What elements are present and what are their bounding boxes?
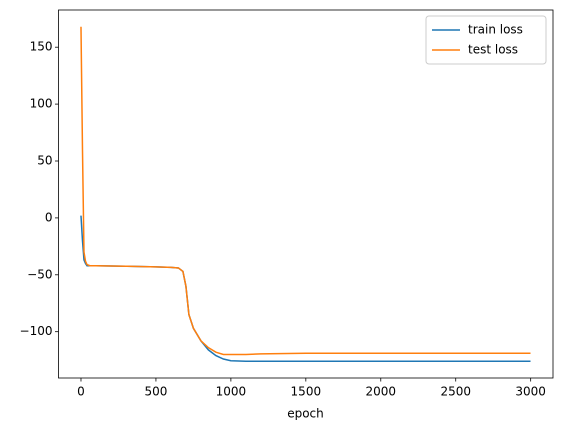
x-tick-label: 3000 bbox=[515, 385, 546, 399]
x-tick-label: 0 bbox=[77, 385, 85, 399]
y-tick-label: 150 bbox=[30, 40, 53, 54]
x-tick-label: 500 bbox=[144, 385, 167, 399]
y-tick-label: 50 bbox=[37, 154, 52, 168]
y-tick-label: −50 bbox=[27, 267, 52, 281]
y-tick-label: 100 bbox=[30, 97, 53, 111]
y-tick-label: −100 bbox=[20, 324, 53, 338]
legend-box bbox=[425, 15, 547, 65]
x-tick-label: 1500 bbox=[291, 385, 322, 399]
x-tick-label: 2500 bbox=[440, 385, 471, 399]
x-tick-label: 2000 bbox=[365, 385, 396, 399]
legend-label: train loss bbox=[468, 23, 523, 37]
legend-label: test loss bbox=[468, 43, 518, 57]
plot-frame bbox=[58, 9, 554, 379]
line bbox=[80, 26, 531, 356]
y-tick-label: 0 bbox=[45, 210, 53, 224]
x-axis-label: epoch bbox=[287, 407, 324, 421]
x-tick-label: 1000 bbox=[216, 385, 247, 399]
